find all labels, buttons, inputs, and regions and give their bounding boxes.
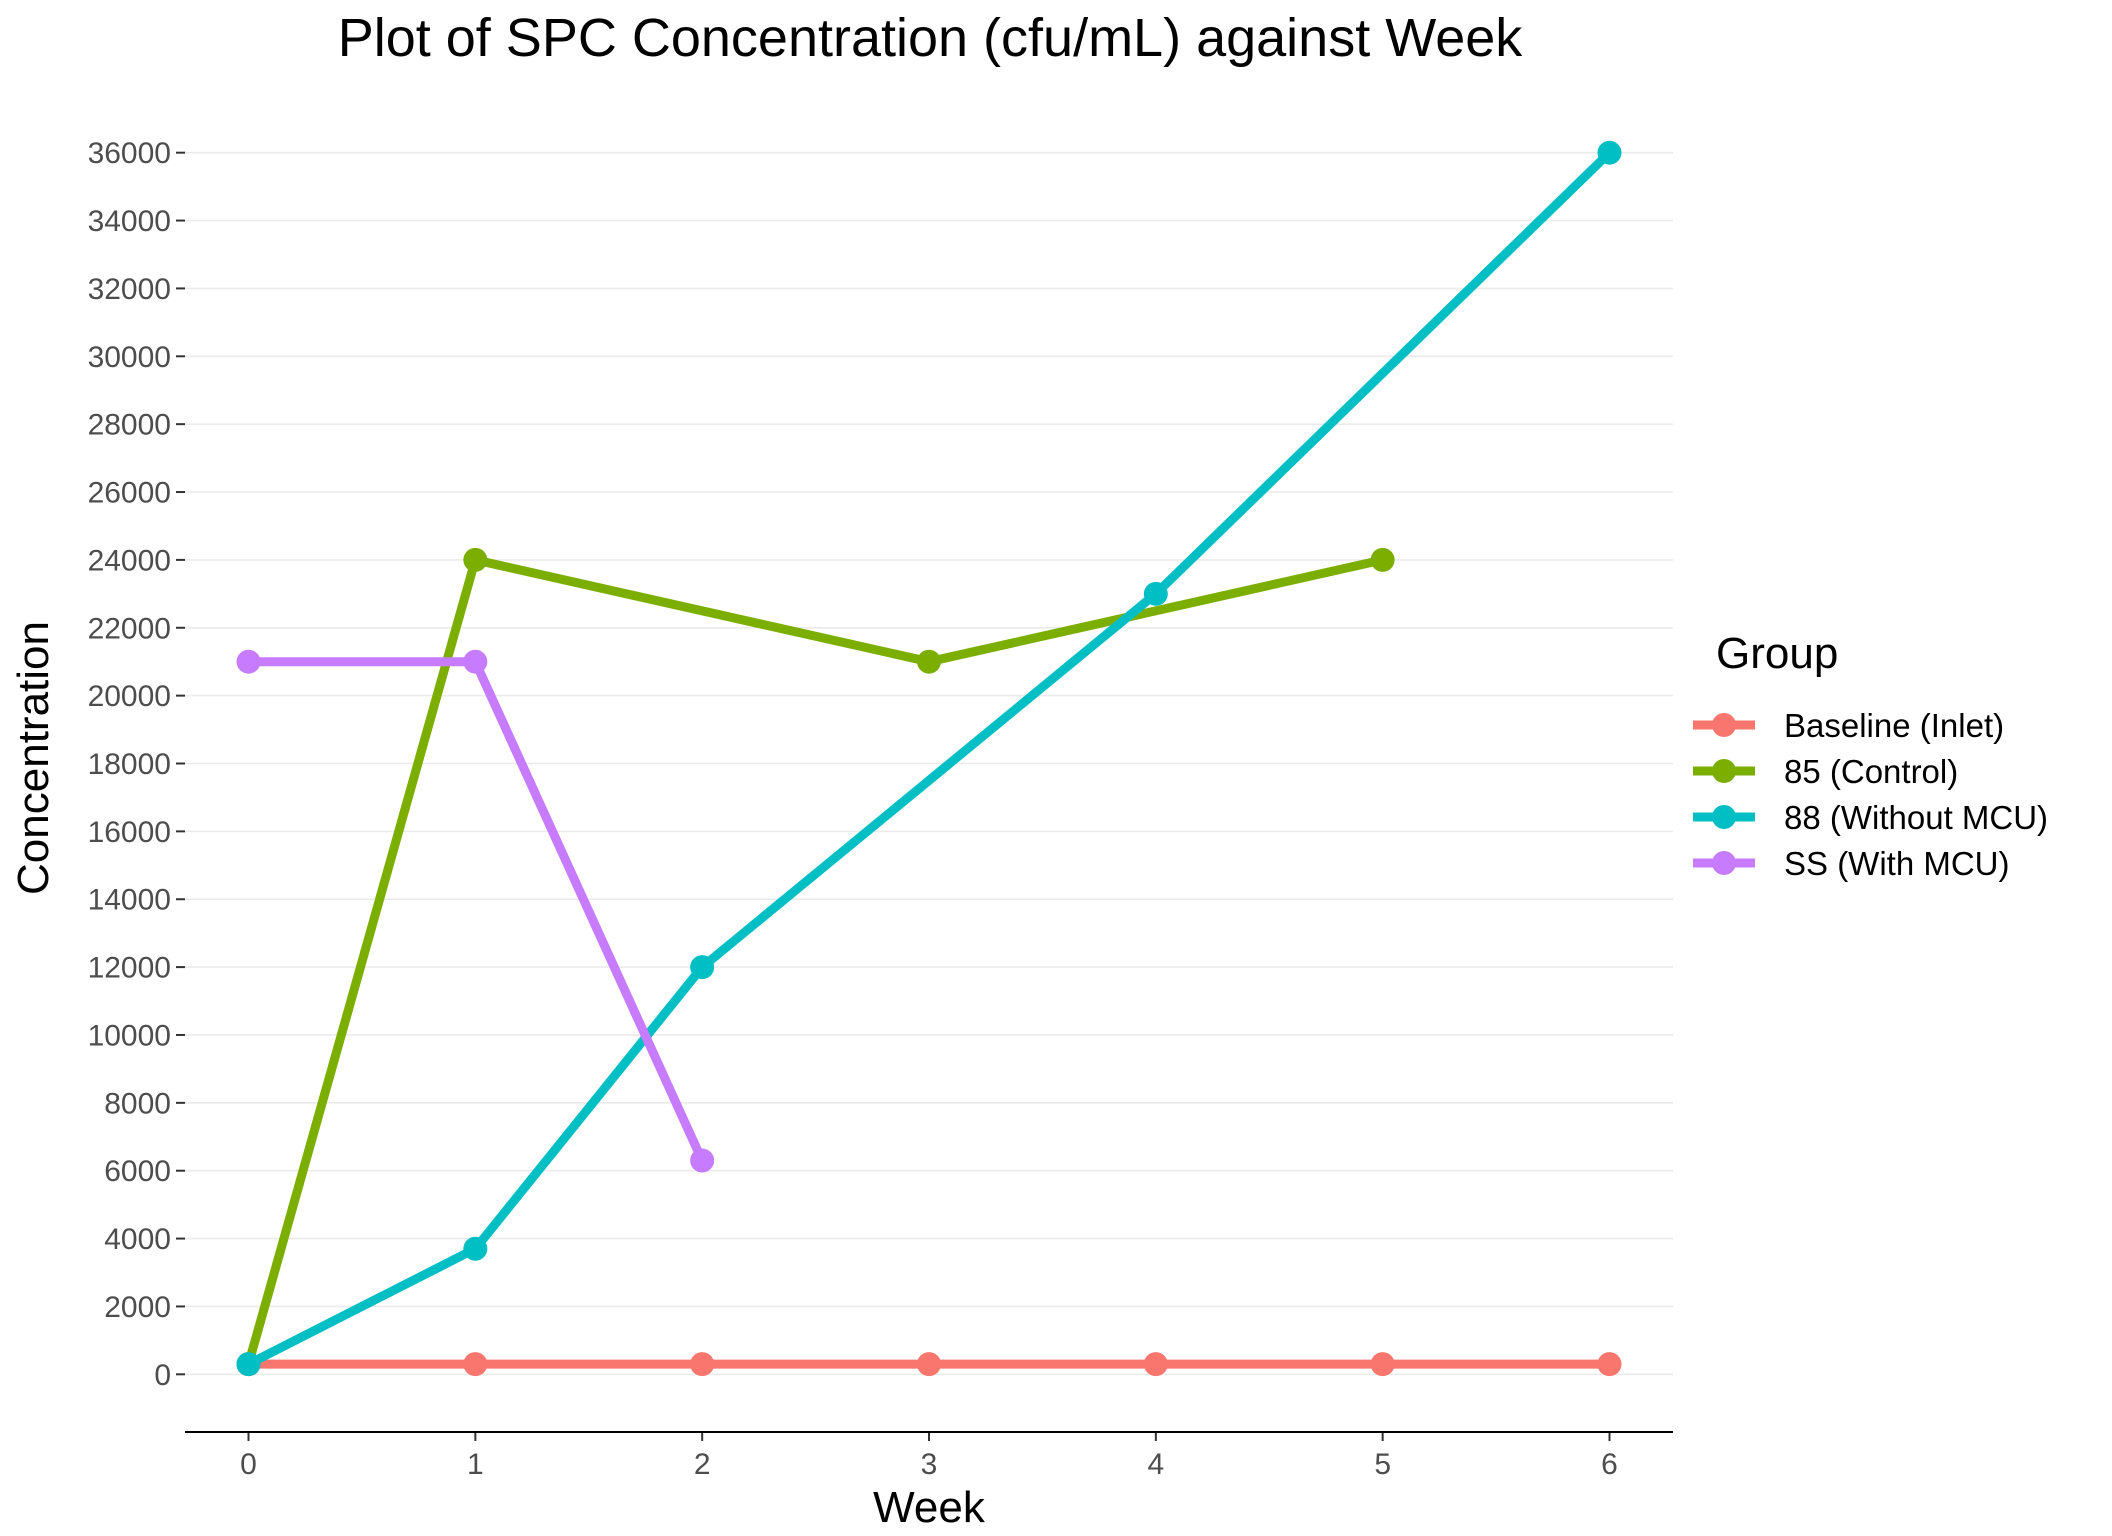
data-point xyxy=(236,1352,261,1377)
legend-item: 88 (Without MCU) xyxy=(1693,799,2048,836)
data-point xyxy=(690,1148,715,1173)
legend-key-point xyxy=(1712,713,1736,737)
x-tick-label: 6 xyxy=(1601,1448,1618,1481)
series-1 xyxy=(236,547,1395,1377)
y-tick-label: 14000 xyxy=(88,884,171,917)
series-line xyxy=(248,657,707,1163)
x-axis: 0 1 2 3 4 5 6 xyxy=(240,1432,1618,1481)
legend-label: Baseline (Inlet) xyxy=(1784,707,2004,744)
legend-label: 88 (Without MCU) xyxy=(1784,799,2048,836)
data-point xyxy=(917,649,941,674)
data-point xyxy=(463,649,488,674)
legend-key-point xyxy=(1712,805,1736,829)
x-tick-label: 2 xyxy=(694,1448,711,1481)
data-point xyxy=(1597,1352,1622,1377)
data-point xyxy=(463,1352,488,1377)
legend-item: Baseline (Inlet) xyxy=(1693,707,2004,744)
y-tick-label: 36000 xyxy=(88,137,171,170)
y-tick-label: 24000 xyxy=(88,544,171,577)
y-tick-label: 18000 xyxy=(88,748,171,781)
legend-title: Group xyxy=(1716,629,1838,678)
data-point xyxy=(690,955,715,980)
y-tick-label: 16000 xyxy=(88,816,171,849)
data-point xyxy=(917,1352,941,1377)
x-tick-label: 3 xyxy=(921,1448,938,1481)
legend-item: SS (With MCU) xyxy=(1693,845,2010,882)
chart-title: Plot of SPC Concentration (cfu/mL) again… xyxy=(338,8,1524,68)
series-line xyxy=(244,555,1384,1366)
gridlines xyxy=(185,151,1673,1376)
x-tick-label: 1 xyxy=(467,1448,484,1481)
y-tick-label: 32000 xyxy=(88,273,171,306)
y-axis: 0 2000 4000 6000 8000 10000 12000 14000 16000 180… xyxy=(88,137,185,1392)
data-point xyxy=(463,547,488,572)
legend-key-point xyxy=(1712,851,1736,875)
x-tick-label: 0 xyxy=(240,1448,257,1481)
x-axis-title: Week xyxy=(873,1483,986,1532)
data-point xyxy=(1370,547,1395,572)
legend-label: SS (With MCU) xyxy=(1784,845,2010,882)
y-axis-title: Concentration xyxy=(9,621,58,895)
y-tick-label: 12000 xyxy=(88,952,171,985)
legend-key-point xyxy=(1712,759,1736,783)
x-tick-label: 4 xyxy=(1147,1448,1164,1481)
y-tick-label: 2000 xyxy=(104,1291,171,1324)
y-tick-label: 26000 xyxy=(88,477,171,510)
y-tick-label: 4000 xyxy=(104,1223,171,1256)
series-2 xyxy=(236,140,1622,1377)
y-tick-label: 28000 xyxy=(88,409,171,442)
y-tick-label: 10000 xyxy=(88,1019,171,1052)
y-tick-label: 6000 xyxy=(104,1155,171,1188)
series-line xyxy=(246,149,1613,1369)
x-tick-label: 5 xyxy=(1374,1448,1391,1481)
y-tick-label: 22000 xyxy=(88,612,171,645)
y-tick-label: 20000 xyxy=(88,680,171,713)
y-tick-label: 8000 xyxy=(104,1087,171,1120)
series-0 xyxy=(236,1352,1622,1377)
data-point xyxy=(236,649,261,674)
data-point xyxy=(1143,1352,1168,1377)
legend-label: 85 (Control) xyxy=(1784,753,1958,790)
plot-series xyxy=(236,140,1622,1377)
legend-item: 85 (Control) xyxy=(1693,753,1958,790)
data-point xyxy=(463,1236,488,1261)
y-tick-label: 0 xyxy=(154,1359,171,1392)
y-tick-label: 34000 xyxy=(88,205,171,238)
legend: Group Baseline (Inlet) 85 (Control) 88 (Wi… xyxy=(1693,629,2048,882)
data-point xyxy=(1597,140,1622,165)
series-3 xyxy=(236,649,715,1173)
data-point xyxy=(1143,581,1168,606)
data-point xyxy=(690,1352,715,1377)
y-tick-label: 30000 xyxy=(88,341,171,374)
data-point xyxy=(1370,1352,1395,1377)
